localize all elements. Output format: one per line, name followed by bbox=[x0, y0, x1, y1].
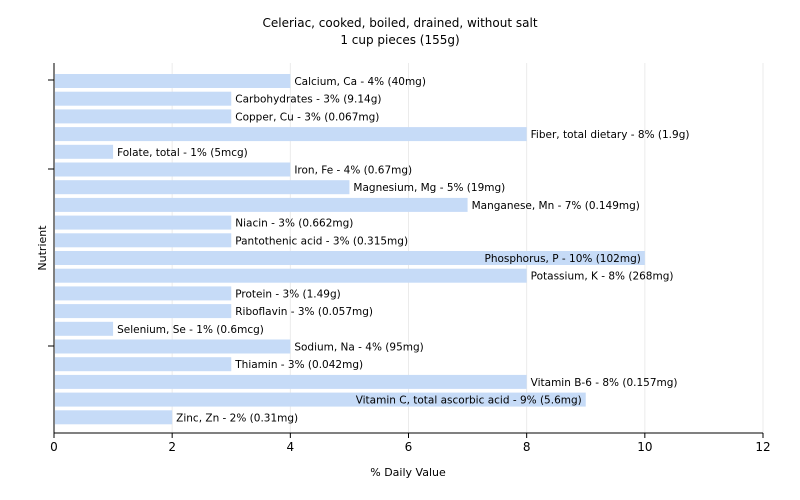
bar-label: Fiber, total dietary - 8% (1.9g) bbox=[531, 129, 690, 141]
bars: Calcium, Ca - 4% (40mg) Carbohydrates - 3… bbox=[55, 74, 690, 425]
bar-label: Manganese, Mn - 7% (0.149mg) bbox=[472, 200, 640, 212]
bar-label: Potassium, K - 8% (268mg) bbox=[531, 271, 674, 283]
x-tick-label: 6 bbox=[405, 440, 413, 454]
bar-label: Thiamin - 3% (0.042mg) bbox=[234, 359, 363, 371]
bar-label: Pantothenic acid - 3% (0.315mg) bbox=[235, 235, 408, 247]
bar bbox=[55, 74, 291, 88]
bar bbox=[55, 197, 468, 212]
bar bbox=[55, 392, 586, 407]
x-tick-label: 4 bbox=[287, 440, 295, 454]
bar-label: Folate, total - 1% (5mcg) bbox=[117, 147, 248, 159]
x-tick-label: 10 bbox=[637, 440, 652, 454]
chart-title: Celeriac, cooked, boiled, drained, witho… bbox=[262, 16, 537, 30]
bar bbox=[55, 180, 350, 195]
bar-label: Sodium, Na - 4% (95mg) bbox=[294, 342, 423, 354]
bar-label: Riboflavin - 3% (0.057mg) bbox=[235, 306, 373, 318]
bar-label: Carbohydrates - 3% (9.14g) bbox=[235, 94, 381, 106]
bar-label: Iron, Fe - 4% (0.67mg) bbox=[294, 165, 412, 177]
bar bbox=[55, 233, 232, 248]
bar bbox=[55, 268, 527, 283]
bar bbox=[55, 251, 645, 265]
bar bbox=[55, 321, 114, 336]
bar bbox=[55, 357, 232, 372]
bar bbox=[55, 109, 232, 124]
bar bbox=[55, 91, 232, 106]
axes: 0 2 4 6 8 10 12 bbox=[48, 63, 771, 454]
x-axis-title: % Daily Value bbox=[370, 466, 446, 479]
bar bbox=[55, 304, 232, 319]
bar bbox=[55, 162, 291, 177]
x-tick-label: 8 bbox=[523, 440, 531, 454]
bar bbox=[55, 286, 232, 301]
bar-label: Vitamin B-6 - 8% (0.157mg) bbox=[531, 377, 678, 389]
bar-label: Niacin - 3% (0.662mg) bbox=[235, 218, 353, 230]
chart-subtitle: 1 cup pieces (155g) bbox=[340, 33, 459, 47]
bar-label: Protein - 3% (1.49g) bbox=[235, 288, 341, 300]
x-tick-label: 12 bbox=[755, 440, 770, 454]
bar-label: Zinc, Zn - 2% (0.31mg) bbox=[176, 412, 298, 424]
bar bbox=[55, 144, 114, 159]
gridlines bbox=[53, 63, 764, 433]
bar bbox=[55, 410, 173, 425]
bar bbox=[55, 339, 291, 354]
bar-label: Phosphorus, P - 10% (102mg) bbox=[484, 253, 640, 265]
y-axis-title: Nutrient bbox=[36, 225, 49, 271]
bar-label: Vitamin C, total ascorbic acid - 9% (5.6… bbox=[356, 395, 582, 407]
bar-label: Selenium, Se - 1% (0.6mcg) bbox=[117, 324, 264, 336]
bar-label: Calcium, Ca - 4% (40mg) bbox=[294, 76, 426, 88]
bar bbox=[55, 215, 232, 230]
x-tick-label: 0 bbox=[50, 440, 58, 454]
bar-label: Copper, Cu - 3% (0.067mg) bbox=[235, 111, 379, 123]
bar bbox=[55, 374, 527, 389]
x-tick-label: 2 bbox=[168, 440, 176, 454]
bar-label: Magnesium, Mg - 5% (19mg) bbox=[353, 182, 505, 194]
bar bbox=[55, 127, 527, 142]
